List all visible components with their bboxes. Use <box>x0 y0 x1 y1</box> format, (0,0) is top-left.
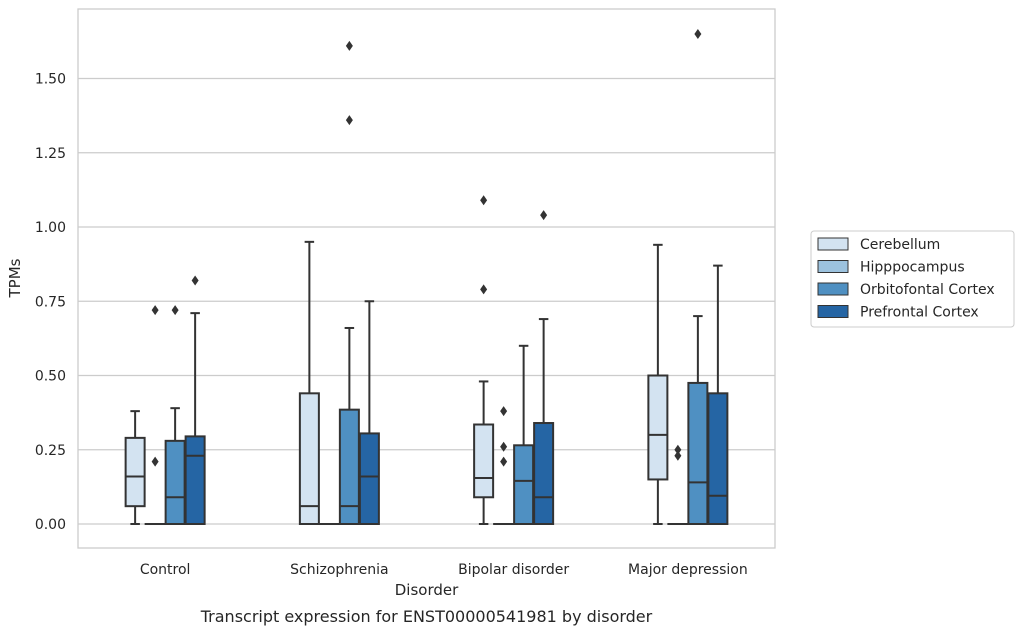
box-cerebellum <box>124 410 146 525</box>
x-tick-label: Control <box>140 562 191 578</box>
outlier-point <box>500 456 508 467</box>
box-hipppocampus <box>493 406 515 526</box>
x-tick-label: Bipolar disorder <box>458 562 569 578</box>
box-body <box>473 423 495 499</box>
box-body <box>358 432 380 526</box>
box-cerebellum <box>298 240 320 525</box>
outlier-point <box>480 284 488 295</box>
outlier-point <box>480 195 488 206</box>
legend-label: Cerebellum <box>860 237 940 253</box>
y-axis-title: TPMs <box>6 258 24 298</box>
legend-label: Prefrontal Cortex <box>860 305 979 321</box>
boxes <box>124 28 729 526</box>
outlier-point <box>151 305 159 316</box>
outlier-point <box>345 40 353 51</box>
box-prefrontal-cortex <box>533 210 555 525</box>
box-body <box>533 422 555 525</box>
outlier-point <box>345 115 353 126</box>
legend-swatch <box>817 305 849 318</box>
outlier-point <box>191 275 199 286</box>
outlier-point <box>540 210 548 221</box>
box-prefrontal-cortex <box>358 300 380 526</box>
y-tick-label: 0.00 <box>35 517 66 533</box>
box-orbitofontal-cortex <box>338 40 360 525</box>
y-tick-label: 1.00 <box>35 220 66 236</box>
box-cerebellum <box>647 243 669 525</box>
box-orbitofontal-cortex <box>687 28 709 525</box>
plot-area-frame <box>77 8 776 549</box>
box-body <box>513 444 535 526</box>
box-hipppocampus <box>667 444 689 526</box>
legend-items: Cerebellum Hipppocampus Orbitofontal Corte… <box>817 237 995 321</box>
y-tick-label: 0.75 <box>35 294 66 310</box>
box-body <box>647 374 669 481</box>
box-body <box>124 436 146 508</box>
box-body <box>707 392 729 525</box>
y-tick-label: 0.25 <box>35 443 66 459</box>
y-tick-labels: 0.00 0.25 0.50 0.75 1.00 1.25 1.50 <box>35 72 66 534</box>
legend-label: Hipppocampus <box>860 260 965 276</box>
box-orbitofontal-cortex <box>513 344 535 526</box>
box-prefrontal-cortex <box>184 275 206 526</box>
x-tick-label: Major depression <box>628 562 748 578</box>
outlier-point <box>171 305 179 316</box>
box-body <box>164 439 186 525</box>
box-orbitofontal-cortex <box>164 305 186 525</box>
box-body <box>184 435 206 526</box>
legend-swatch <box>817 282 849 296</box>
box-prefrontal-cortex <box>707 264 729 525</box>
box-body <box>687 381 709 525</box>
y-tick-label: 0.50 <box>35 369 66 385</box>
legend-frame <box>810 230 1015 328</box>
box-cerebellum <box>473 195 495 525</box>
box-hipppocampus <box>144 305 166 526</box>
box-body <box>298 392 320 525</box>
y-tick-label: 1.50 <box>35 72 66 88</box>
outlier-point <box>500 406 508 417</box>
legend-label: Orbitofontal Cortex <box>860 282 995 298</box>
y-tick-label: 1.25 <box>35 146 66 162</box>
outlier-point <box>674 444 682 455</box>
legend: Cerebellum Hipppocampus Orbitofontal Corte… <box>810 230 1015 328</box>
x-tick-label: Schizophrenia <box>290 562 388 578</box>
legend-swatch <box>817 260 849 273</box>
outlier-point <box>694 28 702 39</box>
figure-caption: Transcript expression for ENST0000054198… <box>200 607 653 626</box>
legend-swatch <box>817 237 849 251</box>
x-tick-labels: Control Schizophrenia Bipolar disorder Majo… <box>140 562 748 578</box>
outlier-point <box>151 456 159 467</box>
x-axis-title: Disorder <box>395 581 459 599</box>
outlier-point <box>674 450 682 461</box>
outlier-point <box>500 441 508 452</box>
